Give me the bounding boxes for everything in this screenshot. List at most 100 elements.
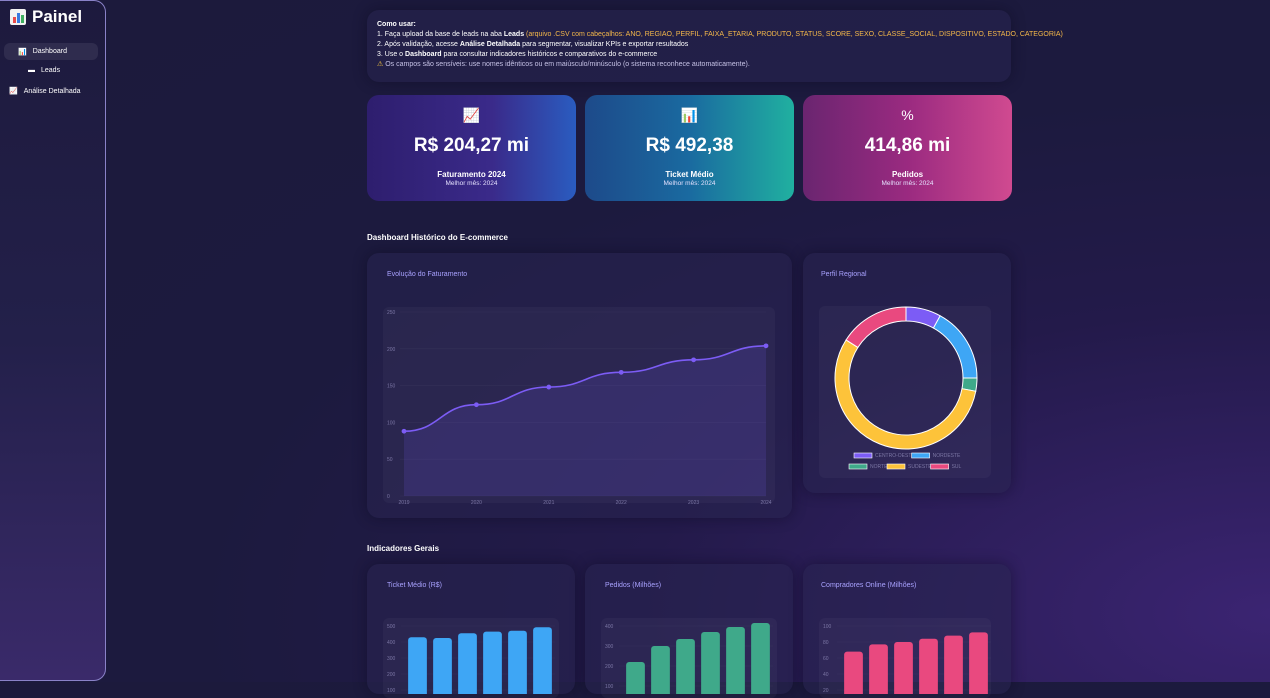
data-point [763,343,769,349]
y-tick-label: 400 [605,624,614,630]
line-chart: 0 50 100 150 200 250 2019 2020 2021 2022 2023 2024 [387,310,772,506]
x-tick-label: 2022 [616,500,627,506]
x-tick-label: 2024 [760,500,771,506]
howto-step-3: 3. Use o Dashboard para consultar indica… [377,50,1001,60]
kpi-card-faturamento: 📈 R$ 204,27 mi Faturamento 2024 Melhor m… [367,95,576,201]
donut-slice [845,306,907,349]
howto-step2-a: 2. Após validação, acesse [377,41,460,48]
bar [944,635,963,694]
legend-swatch [911,452,930,459]
data-point [546,384,552,390]
howto-step1-c: ( [524,31,529,38]
howto-step3-a: 3. Use o [377,51,406,58]
sidebar-item-label: Leads [41,67,61,74]
howto-step3-b: Dashboard [405,51,442,58]
section-title-indicadores: Indicadores Gerais [367,544,440,553]
bar [508,630,527,694]
bar-chart-icon [10,9,26,25]
sidebar-item-dashboard[interactable]: 📊 Dashboard [4,43,98,60]
chart-title: Ticket Médio (R$) [387,582,442,589]
data-point [474,402,479,408]
y-tick-label: 0 [387,494,390,500]
bar [533,627,552,694]
kpi-value: R$ 204,27 mi [413,135,530,156]
bar [676,639,695,694]
how-to-panel: Como usar: 1. Faça upload da base de lea… [367,10,1063,82]
legend-swatch [886,463,906,470]
legend-label: NORTE [870,464,888,470]
y-tick-label: 50 [387,457,393,463]
donut-slice [932,315,978,379]
y-tick-label: 150 [387,384,396,390]
y-tick-label: 500 [387,624,396,630]
y-tick-label: 100 [823,624,832,630]
y-tick-label: 200 [605,664,614,670]
howto-step3-c: para consultar indicadores históricos e … [441,51,658,58]
section-title-historico: Dashboard Histórico do E-commerce [367,233,508,242]
data-point [401,428,407,434]
card-icon: ▬ [28,67,35,74]
legend-swatch [853,452,873,459]
sidebar-item-leads[interactable]: ▬ Leads [28,67,60,74]
bar-chart-card-pedidos: Pedidos (Milhões) 100 200 300 400 [585,564,793,694]
y-tick-label: 100 [387,688,396,694]
y-tick-label: 60 [823,656,829,662]
bar [408,637,427,694]
bar [483,631,502,694]
kpi-card-pedidos: % 414,86 mi Pedidos Melhor mês: 2024 [803,95,1012,201]
bar [433,638,452,694]
howto-heading: Como usar: [377,21,416,28]
bar-chart-card-ticket: Ticket Médio (R$) 100 200 300 400 500 [367,564,575,694]
bar [651,646,670,694]
kpi-card-ticket-medio: 📊 R$ 492,38 Ticket Médio Melhor mês: 202… [585,95,794,201]
legend-label: SUDESTE [908,464,932,470]
bar [726,627,745,694]
legend-label: CENTRO-OESTE [875,453,915,459]
howto-step1-b: Leads [503,31,525,38]
bar-chart: 100 200 300 400 [605,623,773,694]
chart-title: Evolução do Faturamento [387,271,468,278]
chart-title: Perfil Regional [821,271,867,278]
bar [751,623,770,694]
series-line [403,345,767,433]
bar [626,662,645,694]
x-tick-label: 2020 [471,500,482,506]
brand-title: Painel [32,7,83,26]
y-tick-label: 200 [387,672,396,678]
howto-step-2: 2. Após validação, acesse Análise Detalh… [377,40,1001,50]
bar [894,642,913,694]
bar [701,632,720,694]
howto-step1-d: arquivo .CSV com cabeçalhos: ANO, REGIAO… [528,31,1061,38]
sidebar-item-analise-detalhada[interactable]: 📈 Análise Detalhada [9,87,81,96]
bar [919,638,938,694]
bar [969,632,988,694]
donut-slice [834,339,977,450]
kpi-label: Faturamento 2024 [437,170,506,179]
howto-step2-b: Análise Detalhada [459,41,521,48]
data-point [691,357,696,363]
howto-step1-e: ) [1060,31,1063,38]
y-tick-label: 100 [605,684,614,690]
sidebar-item-label: Dashboard [32,48,67,55]
bar-chart: 100 200 300 400 500 [387,624,555,694]
x-tick-label: 2021 [543,500,554,506]
donut-chart: CENTRO-OESTE NORDESTE NORTE SUDESTE SUL [834,306,978,470]
howto-step-1: 1. Faça upload da base de leads na aba L… [377,30,1063,40]
bar-chart-icon: 📊 [18,48,27,56]
kpi-sub: Melhor mês: 2024 [445,180,498,187]
kpi-sub: Melhor mês: 2024 [663,180,716,187]
y-tick-label: 40 [823,672,829,678]
y-tick-label: 200 [387,347,396,353]
warning-icon: ⚠ [377,61,384,68]
sidebar: Painel 📊 Dashboard ▬ Leads 📈 Análise Det… [0,0,106,681]
y-tick-label: 80 [823,640,829,646]
legend-swatch [848,463,868,470]
brand: Painel [10,7,82,27]
line-area [404,345,766,496]
howto-note-text: Os campos são sensíveis: use nomes idênt… [385,61,750,68]
chart-title: Compradores Online (Milhões) [821,582,917,589]
y-tick-label: 250 [387,310,396,316]
kpi-label: Ticket Médio [665,170,714,179]
howto-step2-c: para segmentar, visualizar KPIs e export… [520,41,689,48]
howto-note: ⚠ Os campos são sensíveis: use nomes idê… [377,60,1001,70]
